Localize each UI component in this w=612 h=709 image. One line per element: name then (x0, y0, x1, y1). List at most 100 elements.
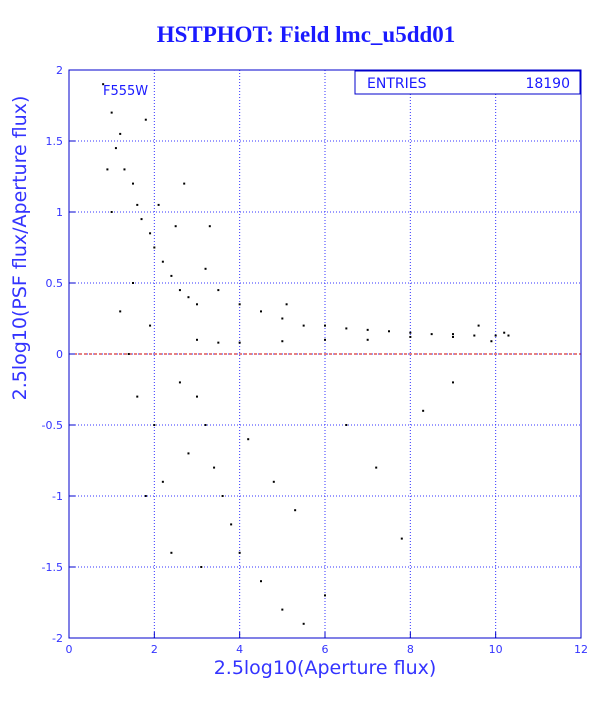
x-tick-label: 0 (66, 643, 73, 656)
scatter-point (366, 338, 369, 341)
scatter-point (272, 480, 275, 483)
scatter-point (302, 324, 305, 327)
x-tick-label: 10 (489, 643, 503, 656)
y-tick-label: 2 (56, 64, 63, 77)
scatter-point (174, 225, 177, 228)
scatter-point (217, 289, 220, 292)
scatter-point (281, 340, 284, 343)
scatter-point (217, 341, 220, 344)
scatter-point (213, 466, 216, 469)
y-axis-ticks: -2 -1.5 -1 -0.5 0 0.5 1 1.5 2 (42, 64, 75, 645)
scatter-point (388, 330, 390, 333)
x-tick-label: 12 (574, 643, 588, 656)
scatter-point (503, 331, 506, 334)
scatter-point (260, 580, 262, 583)
y-tick-label: 1.5 (46, 135, 64, 148)
stats-box-value: 18190 (525, 76, 570, 92)
scatter-point (132, 182, 134, 185)
scatter-point (452, 333, 454, 336)
scatter-point (452, 335, 454, 338)
chart-title: HSTPHOT: Field lmc_u5dd01 (156, 22, 456, 47)
y-tick-label: 0 (56, 348, 63, 361)
x-tick-label: 2 (151, 643, 158, 656)
x-tick-label: 4 (236, 643, 243, 656)
scatter-point (110, 211, 113, 213)
scatter-point (119, 310, 122, 313)
scatter-point (161, 260, 164, 263)
scatter-point (366, 328, 369, 331)
scatter-point (200, 566, 203, 568)
scatter-point (409, 335, 412, 338)
scatter-point (238, 551, 241, 554)
scatter-point (260, 310, 262, 313)
scatter-point (422, 409, 425, 412)
scatter-point (208, 225, 211, 228)
scatter-point (132, 282, 134, 284)
y-tick-label: 0.5 (46, 277, 64, 290)
scatter-point (161, 480, 164, 483)
scatter-point (178, 289, 181, 292)
scatter-point (157, 203, 160, 206)
scatter-point (136, 395, 139, 398)
scatter-point (324, 594, 326, 597)
scatter-point (114, 147, 117, 150)
scatter-point (477, 324, 480, 327)
scatter-point (196, 338, 198, 341)
scatter-point (302, 622, 305, 625)
scatter-point (494, 334, 497, 337)
scatter-point (153, 424, 156, 426)
scatter-point (170, 274, 173, 277)
scatter-point (178, 381, 181, 384)
scatter-point (144, 495, 147, 497)
y-axis-title: 2.5log10(PSF flux/Aperture flux) (9, 96, 31, 401)
stats-box: ENTRIES 18190 (354, 70, 581, 95)
scatter-point (149, 324, 152, 327)
x-tick-label: 8 (407, 643, 414, 656)
stats-box-frame (354, 70, 581, 95)
scatter-point (238, 341, 241, 344)
scatter-point (452, 381, 454, 384)
x-tick-label: 6 (322, 643, 329, 656)
scatter-point (409, 331, 412, 334)
scatter-point (183, 182, 186, 185)
scatter-point (490, 340, 493, 343)
scatter-point (102, 83, 105, 86)
scatter-point (221, 495, 224, 497)
filter-annotation: F555W (103, 84, 148, 99)
scatter-point (473, 334, 476, 337)
scatter-point (430, 333, 433, 336)
scatter-point (247, 438, 250, 441)
plot-frame (68, 69, 582, 639)
scatter-point (170, 551, 173, 554)
scatter-point (127, 353, 130, 355)
scatter-point (123, 168, 126, 171)
scatter-point (110, 111, 113, 114)
y-tick-label: -2 (52, 632, 63, 645)
scatter-point (345, 424, 348, 426)
scatter-point (281, 317, 284, 320)
scatter-point (238, 303, 241, 306)
y-tick-label: 1 (56, 206, 63, 219)
scatter-point (324, 338, 326, 341)
y-tick-label: -1.5 (42, 561, 63, 574)
scatter-point (196, 303, 198, 306)
stats-box-label: ENTRIES (367, 76, 427, 92)
scatter-point (324, 324, 326, 327)
scatter-point (204, 424, 207, 426)
scatter-point (119, 132, 122, 135)
data-points (102, 83, 510, 625)
scatter-point (345, 327, 348, 330)
scatter-point (140, 218, 143, 221)
scatter-point (400, 537, 403, 540)
scatter-point (285, 303, 288, 306)
y-tick-label: -1 (52, 490, 63, 503)
scatter-point (281, 608, 284, 611)
scatter-point (106, 168, 109, 171)
scatter-point (187, 452, 190, 455)
scatter-point (153, 246, 156, 249)
scatter-point (196, 395, 198, 398)
scatter-point (507, 334, 510, 337)
scatter-point (204, 267, 207, 270)
y-tick-label: -0.5 (42, 419, 63, 432)
